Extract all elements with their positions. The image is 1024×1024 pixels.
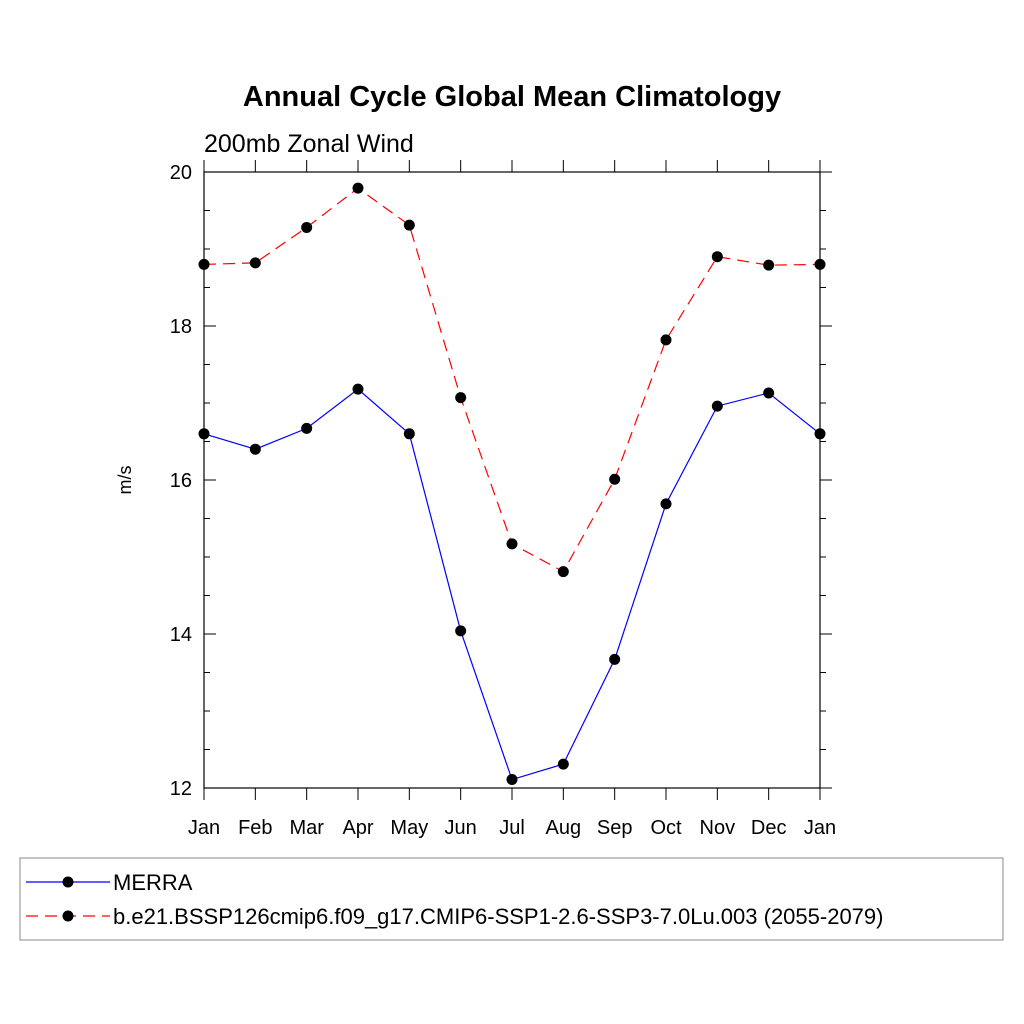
legend: MERRA b.e21.BSSP126cmip6.f09_g17.CMIP6-SS…	[26, 870, 883, 929]
chart-title: Annual Cycle Global Mean Climatology	[243, 81, 781, 113]
x-tick-label: Nov	[700, 817, 736, 839]
series-1-point	[763, 259, 775, 271]
series-0-point	[198, 428, 210, 440]
x-tick-label: Jan	[804, 817, 836, 839]
legend-marker-1	[62, 910, 74, 922]
x-tick-label: Mar	[289, 817, 324, 839]
x-tick-label: Apr	[342, 817, 373, 839]
legend-label-0: MERRA	[113, 870, 193, 895]
series-0-point	[711, 400, 723, 412]
x-tick-label: Dec	[751, 817, 787, 839]
x-tick-label: Sep	[597, 817, 633, 839]
series-1-point	[455, 392, 467, 404]
series-1-point	[301, 221, 313, 233]
y-axis-label: m/s	[115, 466, 135, 495]
series-1-point	[403, 219, 415, 231]
series-1-point	[557, 566, 569, 578]
series-1-point	[814, 258, 826, 270]
series-0-point	[403, 428, 415, 440]
y-tick-label: 20	[170, 162, 192, 184]
series-line-1	[203, 187, 821, 573]
y-tick-label: 18	[170, 316, 192, 338]
y-tick-label: 14	[170, 624, 192, 646]
y-tick-label: 16	[170, 470, 192, 492]
y-tick-label: 12	[170, 778, 192, 800]
series-1-point	[506, 538, 518, 550]
series-0-point	[455, 625, 467, 637]
series-0-point	[301, 422, 313, 434]
series-0-point	[557, 758, 569, 770]
series-0-point	[609, 653, 621, 665]
x-tick-label: Jan	[188, 817, 220, 839]
series-0-point	[660, 498, 672, 510]
x-tick-label: May	[390, 817, 428, 839]
series-0-point	[763, 387, 775, 399]
series-0-point	[506, 774, 518, 786]
series-1-point	[198, 258, 210, 270]
series-1-point	[249, 257, 261, 269]
series-1-point	[711, 251, 723, 263]
x-tick-label: Jun	[445, 817, 477, 839]
chart-subtitle: 200mb Zonal Wind	[204, 130, 414, 158]
series-line-0	[203, 388, 821, 781]
x-tick-label: Feb	[238, 817, 272, 839]
x-tick-label: Jul	[499, 817, 525, 839]
x-tick-label: Aug	[546, 817, 582, 839]
series-0-point	[814, 428, 826, 440]
series-1-point	[660, 334, 672, 346]
series-0-point	[249, 443, 261, 455]
series-layer	[198, 182, 826, 786]
plot-frame	[203, 171, 821, 789]
legend-label-1: b.e21.BSSP126cmip6.f09_g17.CMIP6-SSP1-2.…	[113, 904, 883, 929]
series-1-point	[609, 473, 621, 485]
ticks: Jan Feb Mar Apr May Jun Jul Aug Sep Oct Nov Dec Jan 1…	[170, 160, 836, 839]
x-tick-label: Oct	[650, 817, 682, 839]
series-0-point	[352, 383, 364, 395]
legend-marker-0	[62, 876, 74, 888]
series-1-point	[352, 182, 364, 194]
legend-box	[19, 857, 1004, 941]
